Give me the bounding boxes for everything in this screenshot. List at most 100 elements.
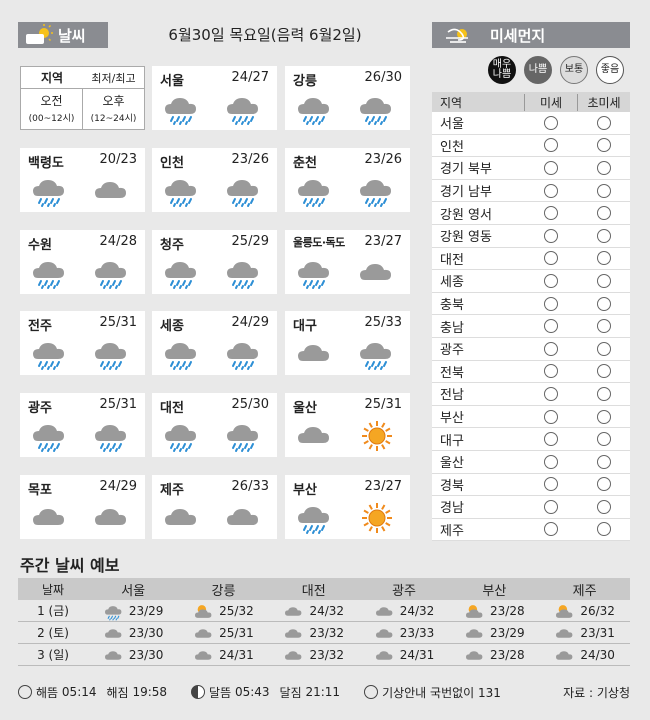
suncloud-icon bbox=[464, 603, 486, 619]
pm25-level-circle bbox=[596, 273, 611, 288]
weekly-title: 주간 날씨 예보 bbox=[20, 556, 120, 575]
pm25-level-circle bbox=[596, 160, 611, 175]
weekly-temp: 24/32 bbox=[309, 603, 345, 618]
moonrise-time: 05:43 bbox=[234, 685, 270, 699]
weekly-temp: 23/28 bbox=[490, 603, 525, 618]
dust-row: 전남 bbox=[432, 383, 630, 406]
cloud-icon bbox=[226, 501, 262, 535]
dust-row: 서울 bbox=[432, 112, 630, 135]
rain-icon bbox=[164, 419, 200, 453]
city-name: 대구 bbox=[293, 319, 317, 334]
rain-icon bbox=[297, 92, 333, 126]
moon-icon bbox=[191, 685, 206, 699]
cloud-icon bbox=[94, 174, 130, 208]
city-card: 춘천 23/26 bbox=[285, 148, 410, 212]
city-name: 인천 bbox=[160, 156, 184, 171]
pm25-level-circle bbox=[596, 364, 611, 379]
weekly-temp: 23/30 bbox=[128, 625, 164, 640]
city-card: 세종 24/29 bbox=[152, 311, 277, 375]
pm25-level-circle bbox=[596, 319, 611, 334]
pm10-level-circle bbox=[543, 319, 558, 334]
pm10-level-circle bbox=[543, 273, 558, 288]
dust-row: 광주 bbox=[432, 338, 630, 361]
pm25-level-circle bbox=[596, 432, 611, 447]
city-temp: 25/29 bbox=[231, 234, 269, 249]
dust-region: 인천 bbox=[440, 139, 464, 155]
pm10-level-circle bbox=[543, 228, 558, 243]
legend-pm: 오후 bbox=[102, 94, 125, 108]
weekly-temp: 24/30 bbox=[580, 647, 615, 662]
pm25-level-circle bbox=[596, 183, 611, 198]
city-card: 대구 25/33 bbox=[285, 311, 410, 375]
city-name: 광주 bbox=[28, 401, 52, 416]
sunset-label: 해짐 bbox=[106, 685, 129, 700]
city-card: 백령도 20/23 bbox=[20, 148, 145, 212]
cloud-icon bbox=[103, 625, 125, 641]
pm10-level-circle bbox=[543, 115, 558, 130]
legend-am-range: (00~12시) bbox=[28, 114, 75, 124]
cloud-icon bbox=[464, 625, 486, 641]
cloud-icon bbox=[193, 625, 215, 641]
cloud-icon bbox=[464, 647, 486, 663]
weekly-temp: 25/31 bbox=[219, 625, 254, 640]
city-name: 서울 bbox=[160, 74, 184, 89]
city-temp: 24/29 bbox=[99, 479, 137, 494]
pm10-level-circle bbox=[543, 477, 558, 492]
city-temp: 24/28 bbox=[99, 234, 137, 249]
city-name: 목포 bbox=[28, 483, 52, 498]
dust-col-pm10: 미세 bbox=[524, 93, 577, 111]
weekly-row: 3 (일) 23/30 24/31 23/32 24/31 23/28 24/3… bbox=[18, 644, 630, 666]
pm10-level-circle bbox=[543, 364, 558, 379]
weekly-temp: 23/30 bbox=[128, 647, 164, 662]
rain-icon bbox=[32, 337, 68, 371]
dust-region: 부산 bbox=[440, 411, 464, 427]
weekly-city: 부산 bbox=[482, 583, 507, 599]
dust-header: 미세먼지 bbox=[432, 22, 630, 48]
rain-icon bbox=[94, 256, 130, 290]
dust-region: 경북 bbox=[440, 478, 464, 494]
city-temp: 25/30 bbox=[231, 397, 269, 412]
dust-title: 미세먼지 bbox=[490, 26, 546, 45]
pm25-level-circle bbox=[596, 228, 611, 243]
legend-am: 오전 bbox=[40, 94, 63, 108]
dust-region: 대구 bbox=[440, 433, 464, 449]
info-icon bbox=[364, 685, 379, 699]
pm10-level-circle bbox=[543, 522, 558, 537]
sunset-time: 19:58 bbox=[132, 685, 168, 699]
pm10-level-circle bbox=[543, 160, 558, 175]
weekly-temp: 25/32 bbox=[219, 603, 254, 618]
pm25-level-circle bbox=[596, 296, 611, 311]
rain-icon bbox=[164, 92, 200, 126]
dust-legend-very-bad: 매우 나쁨 bbox=[488, 56, 516, 84]
cloud-icon bbox=[297, 337, 333, 371]
rain-icon bbox=[94, 337, 130, 371]
weekly-temp: 24/32 bbox=[399, 603, 435, 618]
city-card: 대전 25/30 bbox=[152, 393, 277, 457]
pm10-level-circle bbox=[543, 499, 558, 514]
city-name: 세종 bbox=[160, 319, 184, 334]
sunrise-time: 05:14 bbox=[61, 685, 97, 699]
dust-row: 제주 bbox=[432, 519, 630, 542]
cloud-icon bbox=[359, 256, 395, 290]
city-temp: 26/30 bbox=[364, 70, 402, 85]
info-text: 기상안내 국번없이 131 bbox=[382, 685, 501, 700]
weekly-temp: 24/31 bbox=[399, 647, 435, 662]
rain-icon bbox=[226, 174, 262, 208]
pm25-level-circle bbox=[596, 522, 611, 537]
footer: 해뜸 05:14 해짐 19:58 달뜸 05:43 달짐 21:11 기상안내… bbox=[18, 682, 630, 702]
dust-region: 전북 bbox=[440, 365, 464, 381]
pm10-level-circle bbox=[543, 341, 558, 356]
pm25-level-circle bbox=[596, 477, 611, 492]
dust-region: 강원 영서 bbox=[440, 207, 492, 223]
suncloud-icon bbox=[554, 603, 576, 619]
rain-icon bbox=[226, 419, 262, 453]
pm25-level-circle bbox=[596, 499, 611, 514]
dust-row: 충남 bbox=[432, 315, 630, 338]
city-temp: 23/27 bbox=[364, 234, 402, 249]
cloud-icon bbox=[283, 647, 305, 663]
pm10-level-circle bbox=[543, 183, 558, 198]
rain-icon bbox=[32, 256, 68, 290]
pm10-level-circle bbox=[543, 386, 558, 401]
cloud-icon bbox=[94, 501, 130, 535]
dust-legend-bad: 나쁨 bbox=[524, 56, 552, 84]
